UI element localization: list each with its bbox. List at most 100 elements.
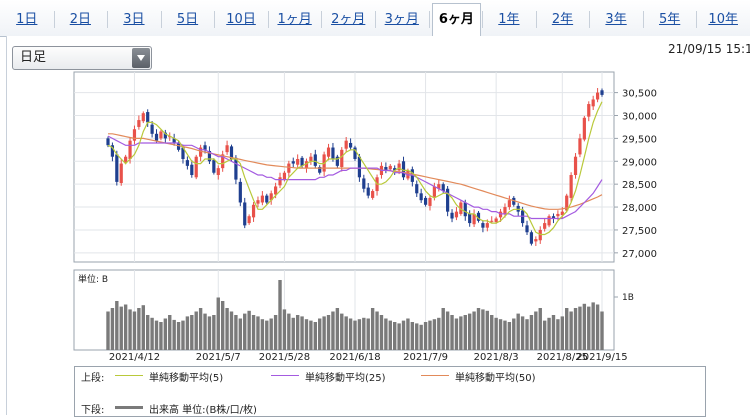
tab-1[interactable]: 1日	[16, 12, 38, 27]
legend-ma25: 単純移動平均(25)	[305, 373, 386, 384]
candle-body	[282, 172, 287, 180]
tab-8[interactable]: 3ヶ月	[384, 12, 419, 27]
candle-body	[468, 213, 472, 224]
candle-body	[300, 157, 304, 166]
tab-5[interactable]: 10日	[226, 12, 256, 27]
volume-bar	[534, 311, 538, 350]
interval-select[interactable]: 日足	[12, 46, 152, 70]
volume-bar	[238, 318, 243, 350]
candle-body	[190, 164, 194, 176]
candle-body	[137, 120, 141, 127]
candle-body	[296, 158, 300, 165]
candle-body	[582, 117, 586, 140]
tab-11[interactable]: 2年	[551, 12, 574, 27]
candle-body	[238, 181, 242, 203]
volume-bar	[335, 308, 340, 350]
x-tick-label: 2021/5/7	[196, 352, 241, 363]
volume-bar	[207, 316, 212, 350]
tab-separator	[696, 11, 698, 28]
timestamp: 21/09/15 15:1	[668, 42, 750, 56]
y-tick-label: 30,500	[622, 89, 657, 100]
volume-bar	[366, 318, 370, 350]
tab-6[interactable]: 1ヶ月	[277, 12, 312, 27]
candle-body	[384, 167, 388, 171]
legend-ma50: 単純移動平均(50)	[455, 373, 536, 384]
candle-body	[309, 156, 313, 162]
volume-bar	[485, 310, 490, 350]
volume-bar	[437, 317, 441, 350]
volume-bar	[490, 315, 494, 350]
dropdown-arrow-icon[interactable]	[132, 48, 150, 68]
tab-3[interactable]: 3日	[123, 12, 145, 27]
volume-bar	[591, 302, 595, 350]
candle-body	[454, 211, 459, 218]
candle-body	[199, 147, 203, 157]
volume-bar	[587, 306, 591, 350]
candle-body	[371, 191, 375, 198]
volume-bar	[388, 320, 392, 350]
y-tick-label: 27,000	[622, 249, 657, 260]
tab-14[interactable]: 10年	[708, 12, 738, 27]
volume-bar	[384, 318, 388, 350]
candle-body	[278, 177, 282, 186]
volume-bar	[379, 315, 384, 350]
volume-bar	[212, 315, 216, 350]
volume-bar	[565, 308, 569, 350]
legend-ma50-line	[421, 375, 449, 376]
tab-2[interactable]: 2日	[69, 12, 91, 27]
candle-body	[573, 156, 578, 176]
y-tick-label: 29,500	[622, 134, 657, 145]
legend-volume: 出来高 単位:(B株/口/枚)	[149, 405, 257, 416]
volume-bar	[132, 311, 137, 350]
volume-bar	[282, 309, 287, 350]
legend-upper-label: 上段:	[81, 373, 105, 384]
candle-body	[512, 197, 516, 205]
volume-bar	[172, 319, 176, 350]
tab-4[interactable]: 5日	[176, 12, 199, 27]
candle-body	[216, 168, 220, 176]
volume-bar	[256, 316, 260, 350]
candle-body	[229, 146, 234, 159]
candle-body	[507, 200, 511, 208]
volume-bar	[459, 316, 463, 350]
volume-bar	[340, 313, 344, 350]
candle-body	[432, 186, 436, 197]
candle-body	[159, 131, 163, 139]
volume-bar	[392, 322, 397, 350]
volume-bar	[512, 318, 516, 350]
volume-bar	[463, 315, 467, 350]
candle-body	[529, 232, 534, 244]
candle-body	[578, 138, 582, 155]
tab-10[interactable]: 1年	[498, 12, 520, 27]
candle-body	[119, 163, 123, 184]
volume-bar	[181, 320, 185, 350]
tab-separator	[589, 11, 591, 28]
candle-body	[221, 154, 225, 169]
tab-separator	[642, 11, 644, 28]
candle-body	[543, 223, 547, 229]
candle-body	[472, 213, 476, 225]
y-tick-label: 27,500	[622, 226, 657, 237]
candle-body	[556, 213, 560, 217]
candle-body	[269, 193, 273, 201]
volume-bar	[353, 320, 357, 350]
volume-bar	[128, 309, 132, 350]
candle-body	[247, 216, 251, 224]
candle-body	[348, 142, 353, 148]
candle-body	[419, 193, 423, 201]
candle-body	[176, 142, 181, 150]
volume-bar	[569, 311, 573, 350]
tab-12[interactable]: 3年	[605, 12, 627, 27]
tab-13[interactable]: 5年	[658, 12, 681, 27]
volume-bar	[498, 319, 503, 350]
candle-body	[551, 216, 556, 219]
candle-body	[366, 187, 370, 196]
volume-bar	[573, 308, 578, 350]
volume-bar	[362, 317, 366, 350]
candle-body	[415, 184, 419, 194]
volume-bar	[507, 322, 512, 350]
x-tick-label: 2021/4/12	[109, 352, 160, 363]
tab-7[interactable]: 2ヶ月	[331, 12, 366, 27]
volume-bar	[423, 322, 428, 350]
x-tick-label: 2021/7/9	[403, 352, 448, 363]
